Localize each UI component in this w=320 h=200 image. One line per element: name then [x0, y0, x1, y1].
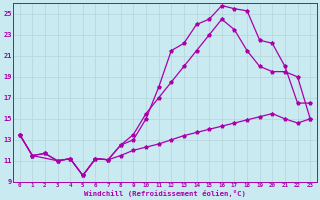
- X-axis label: Windchill (Refroidissement éolien,°C): Windchill (Refroidissement éolien,°C): [84, 190, 246, 197]
